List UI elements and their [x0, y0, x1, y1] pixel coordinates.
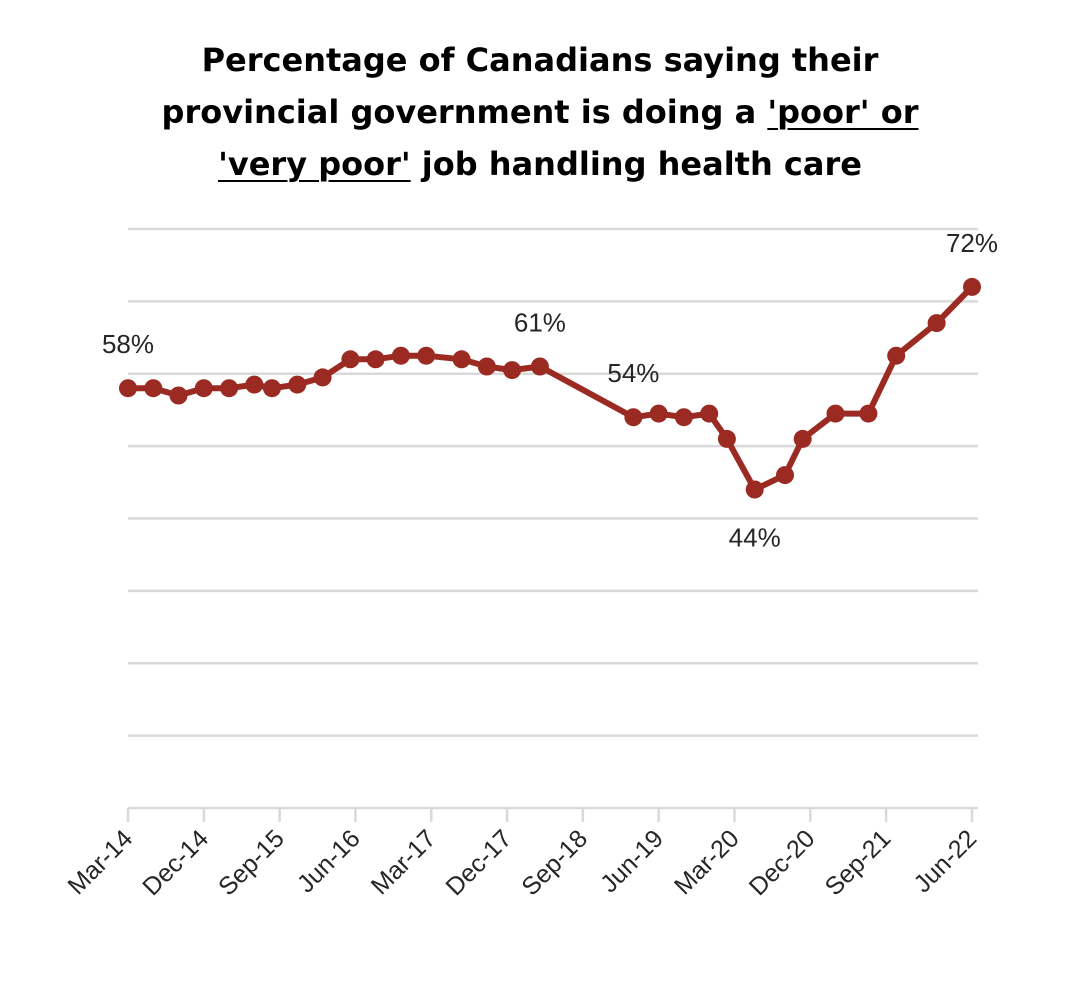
data-point-marker: [366, 350, 385, 369]
data-point-marker: [417, 346, 436, 365]
title-segment: provincial government is doing a: [161, 93, 768, 131]
data-point-marker: [341, 350, 360, 369]
x-tick-label: Sep-15: [213, 824, 290, 901]
x-tick-label: Mar-20: [669, 824, 745, 900]
x-tick-label: Jun-16: [292, 824, 366, 898]
x-tick-label: Sep-21: [820, 824, 897, 901]
data-point-marker: [927, 314, 946, 333]
x-tick-label: Dec-20: [744, 824, 821, 901]
data-label: 58%: [102, 329, 154, 359]
title-segment: job handling health care: [410, 145, 862, 183]
data-label: 72%: [946, 228, 998, 258]
data-label: 44%: [729, 523, 781, 553]
gridlines: [128, 227, 978, 737]
data-point-marker: [263, 379, 281, 398]
data-point-marker: [391, 346, 410, 365]
data-point-marker: [700, 404, 719, 423]
data-point-marker: [169, 386, 188, 405]
title-underlined-segment: 'poor' or: [767, 93, 919, 131]
data-point-marker: [793, 429, 812, 448]
data-point-marker: [313, 368, 332, 387]
data-point-marker: [220, 379, 239, 398]
data-label: 61%: [514, 308, 566, 338]
data-point-marker: [674, 408, 693, 427]
data-point-marker: [119, 379, 137, 398]
x-tick-label: Mar-17: [366, 824, 442, 900]
data-point-marker: [776, 466, 794, 485]
data-point-marker: [624, 408, 643, 427]
data-point-marker: [194, 379, 213, 398]
x-tick-label: Sep-18: [516, 824, 593, 901]
data-point-marker: [144, 379, 163, 398]
x-tick-label: Dec-17: [440, 824, 517, 901]
x-tick-label: Mar-14: [62, 824, 138, 900]
data-point-marker: [530, 357, 549, 376]
data-point-marker: [826, 404, 845, 423]
data-point-marker: [245, 375, 264, 394]
data-point-marker: [649, 404, 668, 423]
title-segment: Percentage of Canadians saying their: [201, 41, 879, 79]
x-tick-label: Dec-14: [137, 824, 214, 901]
data-series: [119, 277, 981, 499]
chart-title: Percentage of Canadians saying their prov…: [90, 34, 990, 190]
data-labels: 58% 61% 54% 44% 72%: [102, 228, 998, 553]
data-point-marker: [477, 357, 496, 376]
data-label: 54%: [607, 358, 659, 388]
data-point-marker: [452, 350, 471, 369]
data-point-marker: [745, 480, 764, 499]
x-tick-label: Jun-22: [908, 824, 982, 898]
data-point-marker: [503, 361, 522, 380]
data-point-marker: [887, 346, 906, 365]
data-point-marker: [859, 404, 878, 423]
data-point-marker: [288, 375, 307, 394]
data-point-marker: [963, 277, 981, 296]
title-underlined-segment: 'very poor': [218, 145, 411, 183]
x-tick-label: Jun-19: [595, 824, 669, 898]
data-point-marker: [717, 429, 736, 448]
